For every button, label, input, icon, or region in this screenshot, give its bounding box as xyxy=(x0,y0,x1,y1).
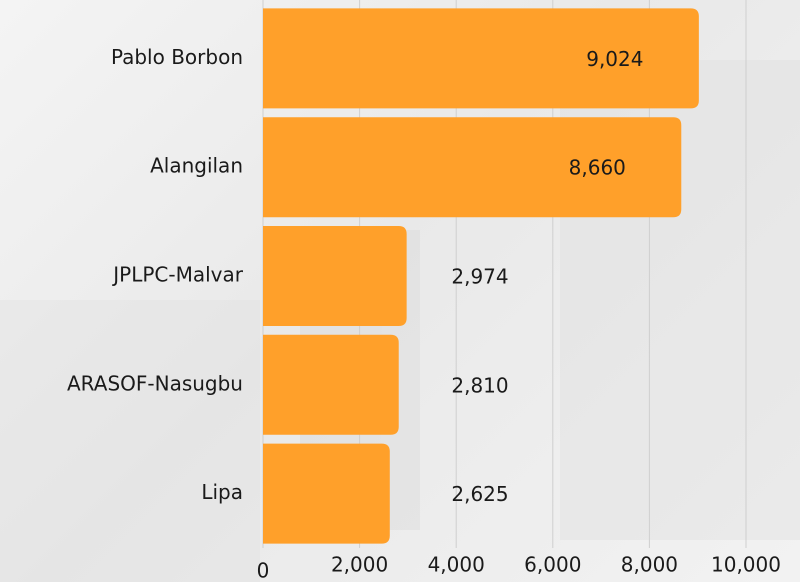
bar xyxy=(263,226,407,326)
x-tick-label: 4,000 xyxy=(428,553,485,577)
y-tick-label: Pablo Borbon xyxy=(111,45,243,69)
x-tick-label: 6,000 xyxy=(524,553,581,577)
value-label: 8,660 xyxy=(569,156,626,180)
y-tick-label: Lipa xyxy=(201,480,243,504)
x-tick-label: 10,000 xyxy=(711,553,781,577)
bg-shape xyxy=(0,300,260,582)
bar xyxy=(263,444,390,544)
y-tick-label: JPLPC-Malvar xyxy=(111,263,244,287)
x-tick-label: 8,000 xyxy=(621,553,678,577)
value-label: 9,024 xyxy=(586,47,643,71)
value-label: 2,974 xyxy=(451,265,508,289)
y-tick-label: Alangilan xyxy=(150,154,243,178)
value-label: 2,810 xyxy=(451,373,508,397)
bar xyxy=(263,335,399,435)
chart: 0 2,000 4,000 6,000 8,000 10,000 Pablo Borbon 9… xyxy=(0,0,800,582)
x-tick-label: 0 xyxy=(257,559,270,582)
y-tick-label: ARASOF-Nasugbu xyxy=(67,371,243,395)
value-label: 2,625 xyxy=(451,482,508,506)
x-tick-label: 2,000 xyxy=(331,553,388,577)
